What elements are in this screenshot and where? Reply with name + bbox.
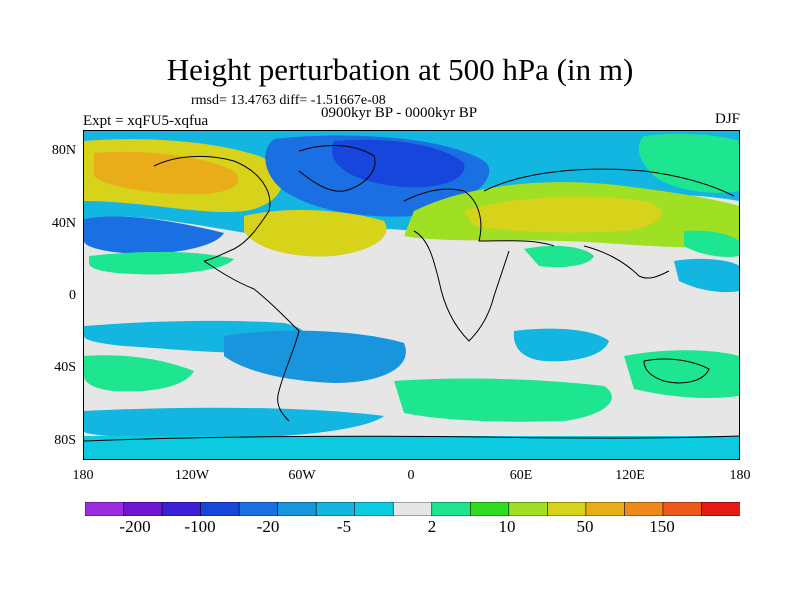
lon-tick-60w: 60W [288, 468, 316, 483]
colorbar-swatch [662, 501, 703, 517]
stats-line: rmsd= 13.4763 diff= -1.51667e-08 [191, 93, 386, 108]
colorbar-swatch [84, 501, 125, 517]
colorbar-label-neg5: -5 [336, 517, 352, 536]
anomaly-strong-positive-nw [94, 151, 239, 195]
coastline-segment [203, 260, 300, 422]
colorbar-label-50: 50 [576, 517, 594, 536]
anomaly-negative-west-pacific [674, 258, 739, 293]
colorbar-swatch [123, 501, 163, 517]
coastline-segment [643, 358, 710, 384]
period-label: 0900kyr BP - 0000kyr BP [321, 105, 478, 121]
colorbar-swatches [84, 501, 741, 517]
anomaly-positive-subtropics-w [89, 251, 234, 275]
coastline-segment [403, 188, 555, 247]
colorbar-swatch [200, 501, 240, 517]
coastline-segment [413, 230, 510, 342]
colorbar-swatch [585, 501, 626, 517]
lon-tick-120e: 120E [615, 468, 645, 483]
lat-tick-80s: 80S [54, 433, 76, 448]
colorbar-swatch [315, 501, 356, 517]
plot-title: Height perturbation at 500 hPa (in m) [166, 52, 634, 87]
season-label: DJF [714, 111, 740, 127]
colorbar-label-neg200: -200 [119, 517, 151, 536]
lat-tick-40n: 40N [51, 216, 76, 231]
colorbar [84, 501, 741, 517]
coastline-segment [84, 435, 739, 442]
anomaly-negative-southern-belt [84, 407, 384, 439]
colorbar-swatch [354, 501, 395, 517]
lat-tick-0: 0 [69, 288, 76, 303]
map-panel [83, 130, 740, 460]
coastline-segment [483, 168, 735, 197]
colorbar-swatch [431, 501, 472, 517]
lon-tick-180w: 180 [72, 468, 94, 483]
anomaly-negative-indian-ocean [513, 328, 609, 362]
lat-tick-40s: 40S [54, 360, 76, 375]
colorbar-swatch [469, 501, 510, 517]
lat-tick-80n: 80N [51, 143, 76, 158]
colorbar-swatch [392, 501, 433, 517]
anomaly-positive-east [684, 230, 739, 257]
colorbar-label-10: 10 [498, 517, 516, 536]
anomaly-positive-africa [524, 245, 594, 268]
lon-tick-0: 0 [407, 468, 415, 483]
colorbar-swatch [277, 501, 317, 517]
anomaly-positive-na [244, 209, 387, 257]
coastline-segment [583, 245, 670, 279]
anomaly-positive-sw [84, 355, 194, 392]
colorbar-label-150: 150 [649, 517, 675, 536]
anomaly-positive-southern-ocean-e [624, 350, 739, 399]
anomaly-negative-pacific [84, 216, 224, 254]
colorbar-swatch [624, 501, 664, 517]
colorbar-label-2: 2 [427, 517, 437, 536]
experiment-label: Expt = xqFU5-xqfua [83, 113, 209, 129]
anomaly-strong-positive-eurasia [464, 196, 662, 233]
coastline-segment [153, 155, 271, 262]
colorbar-swatch [508, 501, 549, 517]
colorbar-swatch [701, 501, 741, 517]
colorbar-swatch [161, 501, 202, 517]
anomaly-negative-south-atlantic [224, 330, 406, 383]
anomaly-antarctic-belt [84, 436, 739, 459]
lon-tick-180e: 180 [729, 468, 751, 483]
colorbar-swatch [238, 501, 279, 517]
lon-tick-120w: 120W [174, 468, 210, 483]
colorbar-label-neg20: -20 [256, 517, 280, 536]
anomaly-positive-southern-ocean [394, 378, 612, 422]
coastline-segment [298, 145, 376, 192]
colorbar-label-neg100: -100 [184, 517, 216, 536]
colorbar-swatch [547, 501, 587, 517]
anomaly-positive-ne [638, 133, 739, 193]
lon-tick-60e: 60E [509, 468, 533, 483]
map-field [84, 131, 739, 459]
